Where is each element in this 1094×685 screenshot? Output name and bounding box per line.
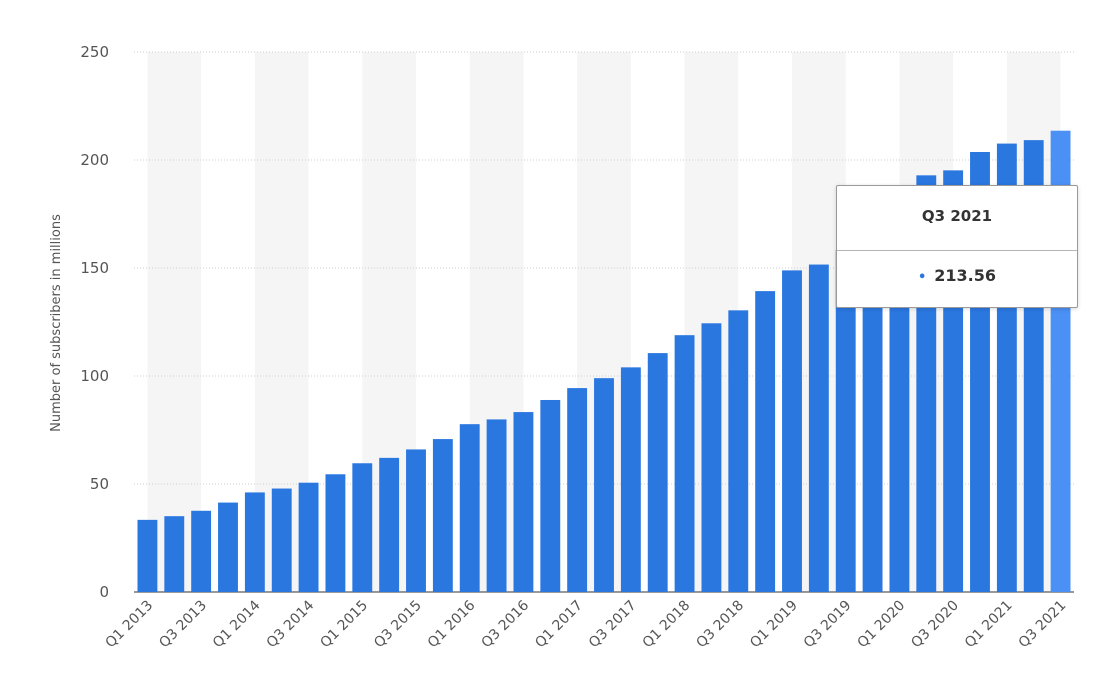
y-tick-label: 0: [99, 583, 109, 601]
x-axis-ticks: Q1 2013 Q3 2013 Q1 2014 Q3 2014 Q1 2015 Q3 20…: [103, 597, 1070, 651]
bar[interactable]: [191, 510, 212, 592]
tooltip-title: Q3 2021: [837, 186, 1077, 251]
x-tick-label: Q1 2020: [855, 598, 909, 652]
x-tick-label: Q1 2019: [747, 598, 801, 652]
bar[interactable]: [594, 378, 614, 592]
bar[interactable]: [701, 323, 722, 592]
data-tooltip: Q3 2021 • 213.56: [836, 185, 1078, 308]
x-tick-label: Q1 2021: [962, 598, 1016, 652]
y-axis-label: Number of subscribers in millions: [49, 214, 64, 432]
x-tick-label: Q3 2014: [264, 597, 318, 651]
bar[interactable]: [164, 516, 185, 592]
bar[interactable]: [432, 439, 453, 592]
y-tick-label: 250: [80, 43, 109, 61]
x-tick-label: Q3 2016: [479, 597, 533, 651]
bar[interactable]: [352, 463, 373, 592]
bar[interactable]: [325, 474, 346, 592]
bar[interactable]: [620, 367, 641, 592]
bar[interactable]: [674, 335, 695, 592]
x-tick-label: Q3 2020: [908, 598, 962, 652]
y-tick-label: 100: [80, 367, 109, 385]
x-tick-label: Q1 2013: [103, 598, 157, 652]
bar[interactable]: [782, 270, 802, 592]
bar[interactable]: [244, 492, 265, 592]
x-tick-label: Q1 2017: [532, 598, 586, 652]
bar[interactable]: [271, 488, 292, 592]
x-tick-label: Q1 2015: [317, 598, 371, 652]
background-band: [147, 52, 202, 592]
y-tick-label: 150: [80, 259, 109, 277]
x-tick-label: Q1 2018: [640, 598, 694, 652]
bar[interactable]: [218, 502, 238, 592]
series-dot-icon: •: [917, 270, 927, 285]
bar[interactable]: [137, 519, 158, 592]
x-tick-label: Q3 2013: [156, 598, 210, 652]
bar[interactable]: [486, 419, 507, 592]
bar[interactable]: [540, 399, 561, 592]
bar[interactable]: [835, 250, 856, 592]
x-tick-label: Q3 2015: [371, 598, 425, 652]
x-tick-label: Q3 2018: [693, 598, 747, 652]
x-tick-label: Q3 2021: [1016, 598, 1070, 652]
x-tick-label: Q1 2016: [425, 597, 479, 651]
bar[interactable]: [728, 310, 749, 592]
bar[interactable]: [862, 231, 883, 592]
tooltip-value-row: • 213.56: [837, 251, 1077, 307]
bar[interactable]: [647, 353, 668, 592]
bar[interactable]: [459, 424, 480, 592]
x-tick-label: Q3 2019: [801, 598, 855, 652]
y-axis-ticks: 0 50 100 150 200 250: [80, 43, 109, 601]
bar[interactable]: [513, 412, 534, 592]
bar[interactable]: [379, 457, 400, 592]
tooltip-value: 213.56: [934, 266, 997, 285]
bar[interactable]: [755, 291, 776, 592]
bar[interactable]: [406, 449, 426, 592]
x-tick-label: Q1 2014: [210, 597, 264, 651]
bar[interactable]: [567, 388, 588, 592]
x-tick-label: Q3 2017: [586, 598, 640, 652]
bar[interactable]: [808, 264, 829, 592]
y-tick-label: 50: [90, 475, 109, 493]
y-tick-label: 200: [80, 151, 109, 169]
bar[interactable]: [298, 482, 319, 592]
